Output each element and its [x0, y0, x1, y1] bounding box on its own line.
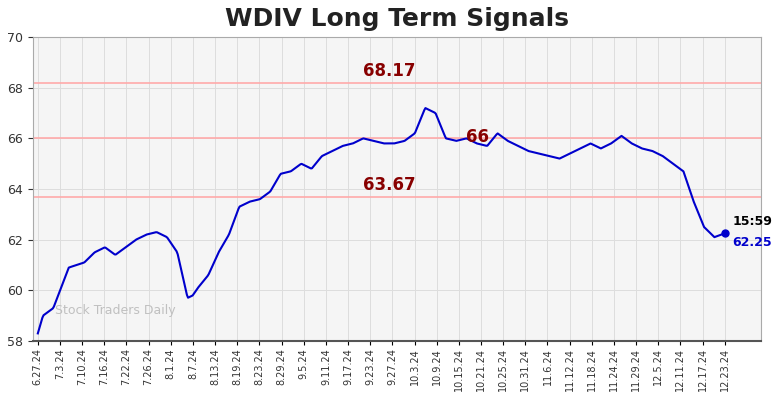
Title: WDIV Long Term Signals: WDIV Long Term Signals — [225, 7, 568, 31]
Text: 66: 66 — [466, 128, 489, 146]
Text: Stock Traders Daily: Stock Traders Daily — [55, 304, 175, 317]
Text: 63.67: 63.67 — [363, 176, 416, 194]
Text: 15:59: 15:59 — [732, 215, 772, 228]
Text: 68.17: 68.17 — [363, 62, 416, 80]
Text: 62.25: 62.25 — [732, 236, 772, 249]
